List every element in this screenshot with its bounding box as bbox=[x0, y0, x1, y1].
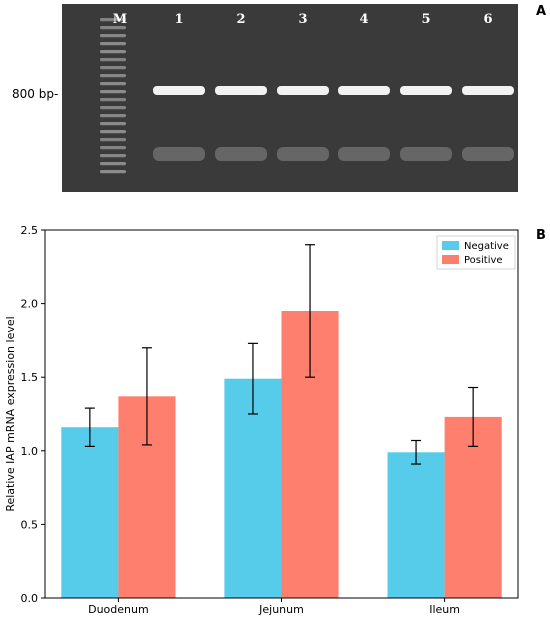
gel-image bbox=[62, 4, 518, 192]
lane-label: 2 bbox=[236, 12, 245, 27]
y-tick-label: 0.5 bbox=[21, 518, 39, 531]
y-axis-ticks: 0.0 0.5 1.0 1.5 2.0 2.5 bbox=[21, 224, 45, 605]
ladder-band bbox=[100, 98, 126, 102]
lane-label: 5 bbox=[421, 12, 430, 27]
lane-bands bbox=[153, 86, 514, 161]
ladder-band bbox=[100, 34, 126, 38]
lane-label: 3 bbox=[298, 12, 307, 27]
gel-panel: M 1 2 3 4 5 6 800 bp- A bbox=[12, 4, 546, 192]
lane-label: 4 bbox=[359, 12, 368, 27]
ladder-band bbox=[100, 122, 126, 126]
y-axis-label: Relative IAP mRNA expression level bbox=[4, 316, 17, 511]
y-tick-label: 2.0 bbox=[21, 298, 39, 311]
ladder-band bbox=[100, 106, 126, 110]
ladder-band bbox=[100, 138, 126, 142]
legend-swatch-negative bbox=[442, 241, 459, 250]
x-tick-label: Ileum bbox=[429, 603, 460, 616]
panel-letter-a: A bbox=[536, 4, 546, 19]
size-label: 800 bp- bbox=[12, 87, 58, 101]
ladder-band bbox=[100, 66, 126, 70]
panel-letter-b: B bbox=[536, 228, 546, 243]
ladder-bands bbox=[100, 18, 126, 174]
legend-label-negative: Negative bbox=[464, 241, 509, 252]
y-tick-label: 1.5 bbox=[21, 371, 39, 384]
lane-label: 1 bbox=[174, 12, 183, 27]
legend-label-positive: Positive bbox=[464, 255, 503, 266]
ladder-band bbox=[100, 114, 126, 118]
x-tick-label: Duodenum bbox=[88, 603, 149, 616]
y-tick-label: 1.0 bbox=[21, 445, 39, 458]
y-tick-label: 0.0 bbox=[21, 592, 39, 605]
error-bars bbox=[84, 244, 479, 465]
ladder-band bbox=[100, 26, 126, 30]
lane-band-800bp bbox=[277, 86, 329, 95]
ladder-band bbox=[100, 130, 126, 134]
bars bbox=[61, 311, 502, 598]
lane-band-800bp bbox=[462, 86, 514, 95]
ladder-band bbox=[100, 58, 126, 62]
ladder-band bbox=[100, 146, 126, 150]
lane-label: 6 bbox=[483, 12, 492, 27]
bar-negative bbox=[387, 452, 445, 598]
lane-band-800bp bbox=[400, 86, 452, 95]
lane-band-primer bbox=[277, 147, 329, 161]
bar-negative bbox=[224, 378, 282, 598]
ladder-band bbox=[100, 74, 126, 78]
marker-label: M bbox=[113, 12, 127, 27]
ladder-band bbox=[100, 18, 126, 22]
y-tick-label: 2.5 bbox=[21, 224, 39, 237]
legend: Negative Positive bbox=[436, 235, 516, 270]
lane-band-primer bbox=[215, 147, 267, 161]
ladder-band bbox=[100, 90, 126, 94]
ladder-band bbox=[100, 42, 126, 46]
bar-negative bbox=[61, 427, 119, 598]
lane-band-primer bbox=[462, 147, 514, 161]
lane-band-800bp bbox=[153, 86, 205, 95]
lane-labels: 1 2 3 4 5 6 bbox=[174, 12, 492, 27]
legend-swatch-positive bbox=[442, 255, 459, 264]
ladder-band bbox=[100, 154, 126, 158]
lane-band-800bp bbox=[215, 86, 267, 95]
ladder-band bbox=[100, 162, 126, 166]
lane-band-primer bbox=[400, 147, 452, 161]
lane-band-primer bbox=[153, 147, 205, 161]
bar-positive bbox=[444, 416, 502, 598]
x-tick-label: Jejunum bbox=[258, 603, 304, 616]
ladder-band bbox=[100, 170, 126, 174]
lane-band-primer bbox=[338, 147, 390, 161]
ladder-band bbox=[100, 50, 126, 54]
bar-chart: B 0.0 0.5 1.0 1.5 2.0 2.5 Duodenum Jejunum Ileu… bbox=[4, 224, 546, 616]
lane-band-800bp bbox=[338, 86, 390, 95]
ladder-band bbox=[100, 82, 126, 86]
x-axis-ticks: Duodenum Jejunum Ileum bbox=[88, 598, 460, 616]
